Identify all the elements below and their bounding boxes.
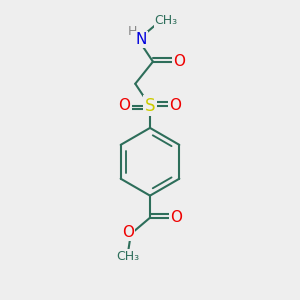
Text: S: S	[145, 97, 155, 115]
Text: H: H	[128, 25, 137, 38]
Text: O: O	[122, 225, 134, 240]
Text: O: O	[173, 54, 185, 69]
Text: O: O	[170, 210, 182, 225]
Text: O: O	[169, 98, 181, 113]
Text: CH₃: CH₃	[116, 250, 140, 262]
Text: N: N	[136, 32, 147, 47]
Text: CH₃: CH₃	[154, 14, 178, 27]
Text: O: O	[118, 98, 130, 113]
